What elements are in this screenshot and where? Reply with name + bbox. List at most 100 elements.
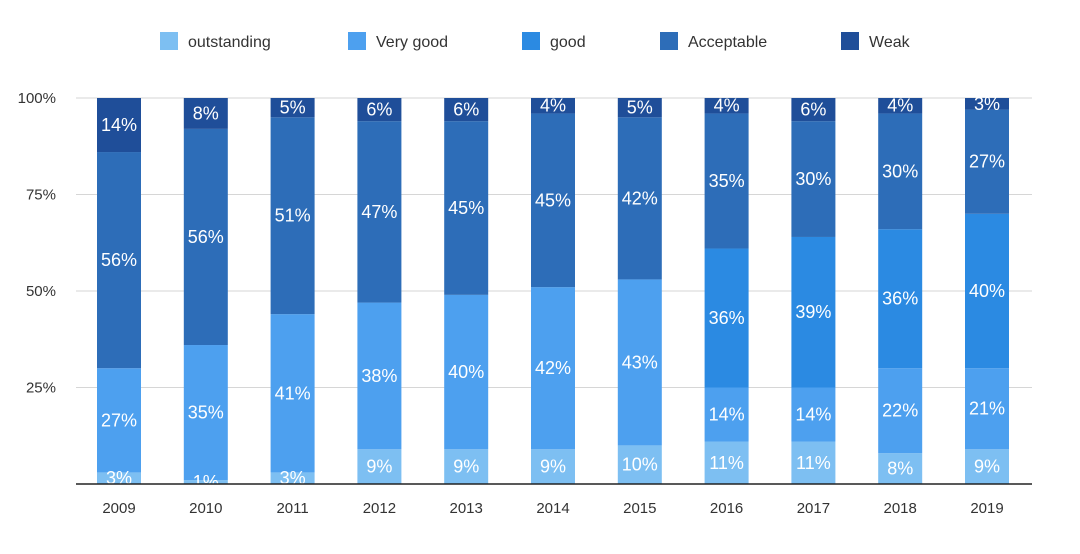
bar-value-label: 5% bbox=[280, 98, 306, 118]
bar-value-label: 11% bbox=[796, 453, 831, 473]
bar-value-label: 45% bbox=[535, 190, 571, 210]
bar-value-label: 27% bbox=[101, 410, 137, 430]
bar-segment-very-good bbox=[791, 387, 836, 442]
bar-segment-good bbox=[704, 248, 749, 388]
x-tick-label: 2009 bbox=[102, 500, 135, 517]
bar-value-label: 41% bbox=[275, 383, 311, 403]
bar-segment-very-good bbox=[183, 345, 228, 481]
bar-value-label: 56% bbox=[101, 250, 137, 270]
segment-labels: 3% 27% 56% 14% 1% 35% 56% 8% 3% 41% 51% 5% 9% 38% 47% 6… bbox=[101, 94, 1005, 492]
bar-segment-outstanding bbox=[97, 472, 141, 484]
bar-segment-outstanding bbox=[531, 449, 575, 484]
bar-segment-good bbox=[965, 213, 1009, 369]
bar-value-label: 21% bbox=[969, 399, 1005, 419]
bar-segment-weak bbox=[791, 98, 836, 122]
x-axis: 2009 2010 2011 2012 2013 2014 2015 2016 2017 2018… bbox=[76, 483, 1032, 517]
bar-segment-weak bbox=[704, 98, 749, 114]
bar-segment-weak bbox=[444, 98, 489, 122]
bar-segment-very-good bbox=[704, 387, 749, 442]
y-axis: 100% 75% 50% 25% bbox=[18, 90, 56, 397]
legend: outstanding Very good good Acceptable Weak bbox=[160, 32, 911, 51]
legend-label-acceptable: Acceptable bbox=[688, 34, 767, 51]
bar-value-label: 4% bbox=[887, 96, 913, 116]
bar-value-label: 8% bbox=[193, 103, 219, 123]
bar-value-label: 1% bbox=[193, 472, 219, 492]
bar-segment-weak bbox=[878, 98, 923, 114]
bar-segment-very-good bbox=[270, 314, 315, 473]
bar-segment-very-good bbox=[878, 368, 923, 454]
bar-segment-weak bbox=[183, 98, 228, 129]
bar-segment-very-good bbox=[444, 294, 489, 450]
bar-segment-acceptable bbox=[357, 121, 402, 303]
x-tick-label: 2015 bbox=[623, 500, 656, 517]
x-tick-label: 2017 bbox=[797, 500, 830, 517]
bar-segment-weak bbox=[965, 98, 1009, 110]
legend-label-outstanding: outstanding bbox=[188, 34, 271, 51]
bar-value-label: 5% bbox=[627, 98, 653, 118]
bar-value-label: 30% bbox=[882, 161, 918, 181]
legend-label-very-good: Very good bbox=[376, 34, 448, 51]
bar-value-label: 40% bbox=[448, 362, 484, 382]
x-tick-label: 2018 bbox=[884, 500, 917, 517]
bar-value-label: 11% bbox=[709, 453, 744, 473]
bar-segment-outstanding bbox=[357, 449, 402, 484]
bar-segment-outstanding bbox=[878, 453, 923, 484]
bar-segment-very-good bbox=[617, 279, 662, 446]
x-tick-label: 2010 bbox=[189, 500, 222, 517]
bar-value-label: 36% bbox=[882, 289, 918, 309]
bar-value-label: 39% bbox=[795, 302, 831, 322]
y-tick-label: 25% bbox=[26, 380, 56, 397]
bar-segment-acceptable bbox=[878, 113, 923, 230]
bar-segment-good bbox=[791, 236, 836, 388]
bar-segment-outstanding bbox=[444, 449, 489, 484]
bar-segment-weak bbox=[97, 98, 141, 153]
x-tick-label: 2012 bbox=[363, 500, 396, 517]
bar-value-label: 47% bbox=[361, 202, 397, 222]
bar-value-label: 35% bbox=[188, 403, 224, 423]
bars bbox=[97, 98, 1009, 484]
bar-value-label: 14% bbox=[709, 405, 745, 425]
x-tick-label: 2019 bbox=[970, 500, 1003, 517]
bar-segment-weak bbox=[270, 98, 315, 118]
bar-value-label: 36% bbox=[709, 308, 745, 328]
bar-value-label: 30% bbox=[795, 169, 831, 189]
bar-segment-acceptable bbox=[791, 121, 836, 237]
bar-value-label: 6% bbox=[453, 100, 479, 120]
bar-segment-very-good bbox=[357, 302, 402, 450]
bar-segment-very-good bbox=[965, 368, 1009, 450]
bar-segment-very-good bbox=[531, 287, 575, 450]
bar-value-label: 56% bbox=[188, 227, 224, 247]
legend-swatch-very-good bbox=[348, 32, 366, 50]
bar-value-label: 4% bbox=[714, 96, 740, 116]
x-tick-label: 2013 bbox=[450, 500, 483, 517]
bar-value-label: 42% bbox=[535, 358, 571, 378]
bar-value-label: 10% bbox=[622, 455, 658, 475]
y-tick-label: 75% bbox=[26, 187, 56, 204]
bar-value-label: 35% bbox=[709, 171, 745, 191]
legend-swatch-outstanding bbox=[160, 32, 178, 50]
bar-segment-very-good bbox=[97, 368, 141, 473]
legend-label-good: good bbox=[550, 34, 586, 51]
bar-segment-acceptable bbox=[965, 109, 1009, 214]
bar-value-label: 43% bbox=[622, 352, 658, 372]
bar-value-label: 6% bbox=[366, 100, 392, 120]
bar-value-label: 14% bbox=[101, 115, 137, 135]
bar-segment-acceptable bbox=[444, 121, 489, 295]
bar-segment-acceptable bbox=[97, 152, 141, 369]
y-tick-label: 50% bbox=[26, 283, 56, 300]
y-tick-label: 100% bbox=[18, 90, 56, 107]
bar-value-label: 9% bbox=[540, 457, 566, 477]
bar-value-label: 3% bbox=[974, 94, 1000, 114]
legend-label-weak: Weak bbox=[869, 34, 911, 51]
x-tick-label: 2014 bbox=[536, 500, 569, 517]
bar-segment-outstanding bbox=[617, 445, 662, 484]
bar-segment-weak bbox=[617, 98, 662, 118]
bar-segment-acceptable bbox=[270, 117, 315, 315]
bar-segment-acceptable bbox=[183, 128, 228, 346]
bar-value-label: 3% bbox=[280, 468, 306, 488]
bar-segment-good bbox=[878, 229, 923, 369]
bar-segment-outstanding bbox=[965, 449, 1009, 484]
bar-value-label: 14% bbox=[795, 405, 831, 425]
